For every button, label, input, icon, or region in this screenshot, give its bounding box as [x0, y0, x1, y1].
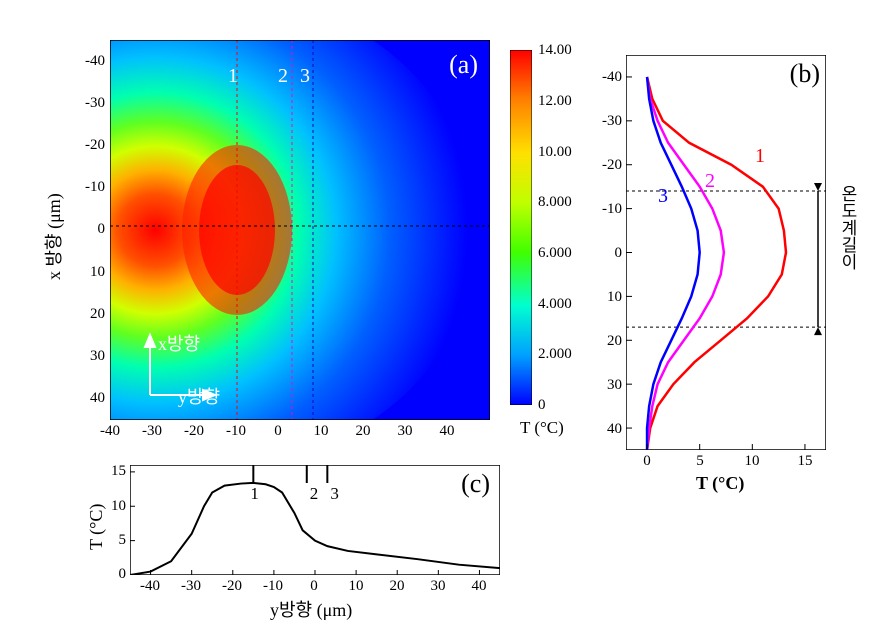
cbar-tick: 0	[538, 397, 546, 414]
c-xtick: 10	[341, 578, 371, 595]
panel-c-svg: 1 23	[130, 465, 500, 575]
b-xtick: 0	[637, 453, 657, 470]
figure-root: 1 2 3 (a) x방향 y방향 -40 -30 -20 -10 0 10 2…	[20, 20, 883, 619]
b-ytick: 0	[592, 245, 622, 262]
panel-a: 1 2 3 (a) x방향 y방향	[110, 40, 490, 420]
a-xtick: 40	[432, 423, 462, 440]
svg-text:1: 1	[250, 484, 259, 503]
panel-a-label: (a)	[449, 50, 478, 80]
svg-text:3: 3	[330, 484, 339, 503]
colorbar-label: T (°C)	[520, 418, 564, 438]
a-ytick: 20	[75, 306, 105, 323]
b-curve-label-3: 3	[658, 185, 668, 208]
panel-c-xlabel: y방향 (μm)	[270, 596, 352, 622]
panel-b-right-label: 온도계길이	[835, 185, 860, 270]
c-xtick: 20	[382, 578, 412, 595]
panel-b-svg	[626, 55, 826, 450]
svg-text:2: 2	[310, 484, 319, 503]
b-xtick: 5	[690, 453, 710, 470]
c-xtick: -20	[217, 578, 247, 595]
b-curve-label-1: 1	[755, 145, 765, 168]
b-xtick: 10	[742, 453, 762, 470]
a-ytick: -30	[75, 95, 105, 112]
arrow-y-label: y방향	[178, 383, 220, 409]
c-xtick: -10	[258, 578, 288, 595]
c-xtick: 30	[423, 578, 453, 595]
a-xtick: -10	[221, 423, 251, 440]
a-ytick: 0	[75, 221, 105, 238]
c-xtick: -30	[176, 578, 206, 595]
arrow-x-label: x방향	[158, 330, 200, 356]
b-xtick: 15	[795, 453, 815, 470]
a-xtick: -30	[137, 423, 167, 440]
b-ytick: 10	[592, 289, 622, 306]
c-xtick: -40	[135, 578, 165, 595]
b-ytick: -30	[592, 113, 622, 130]
c-ytick: 5	[106, 532, 126, 549]
a-ytick: -40	[75, 53, 105, 70]
a-ytick: -10	[75, 179, 105, 196]
heatmap-svg	[110, 40, 490, 420]
panel-c-label: (c)	[461, 469, 490, 499]
b-ytick: 20	[592, 333, 622, 350]
b-ytick: -10	[592, 201, 622, 218]
vline-label-3: 3	[300, 65, 310, 88]
cbar-tick: 4.000	[538, 296, 572, 313]
cbar-tick: 6.000	[538, 245, 572, 262]
panel-a-ylabel: x 방향 (μm)	[40, 193, 66, 280]
vline-label-2: 2	[278, 65, 288, 88]
panel-b-label: (b)	[790, 59, 820, 89]
colorbar-svg	[510, 50, 532, 405]
a-xtick: 10	[306, 423, 336, 440]
b-ytick: 30	[592, 377, 622, 394]
panel-b-xlabel: T (°C)	[696, 473, 744, 494]
c-ytick: 10	[106, 498, 126, 515]
a-ytick: -20	[75, 137, 105, 154]
b-ytick: 40	[592, 421, 622, 438]
cbar-tick: 14.00	[538, 42, 572, 59]
a-xtick: -40	[95, 423, 125, 440]
c-xtick: 0	[299, 578, 329, 595]
a-xtick: 0	[263, 423, 293, 440]
a-xtick: 30	[390, 423, 420, 440]
a-ytick: 40	[75, 390, 105, 407]
cbar-tick: 10.00	[538, 144, 572, 161]
b-ytick: -20	[592, 157, 622, 174]
a-ytick: 10	[75, 264, 105, 281]
c-ytick: 15	[106, 463, 126, 480]
a-xtick: -20	[179, 423, 209, 440]
b-curve-label-2: 2	[705, 170, 715, 193]
cbar-tick: 2.000	[538, 346, 572, 363]
c-ytick: 0	[106, 566, 126, 583]
vline-label-1: 1	[228, 65, 238, 88]
c-xtick: 40	[464, 578, 494, 595]
cbar-tick: 12.00	[538, 93, 572, 110]
a-ytick: 30	[75, 348, 105, 365]
cbar-tick: 8.000	[538, 194, 572, 211]
panel-c-ylabel: T (°C)	[86, 504, 107, 550]
a-xtick: 20	[348, 423, 378, 440]
panel-c: 1 23 (c)	[130, 465, 500, 575]
b-ytick: -40	[592, 69, 622, 86]
colorbar	[510, 50, 532, 405]
panel-b: (b)	[626, 55, 826, 450]
